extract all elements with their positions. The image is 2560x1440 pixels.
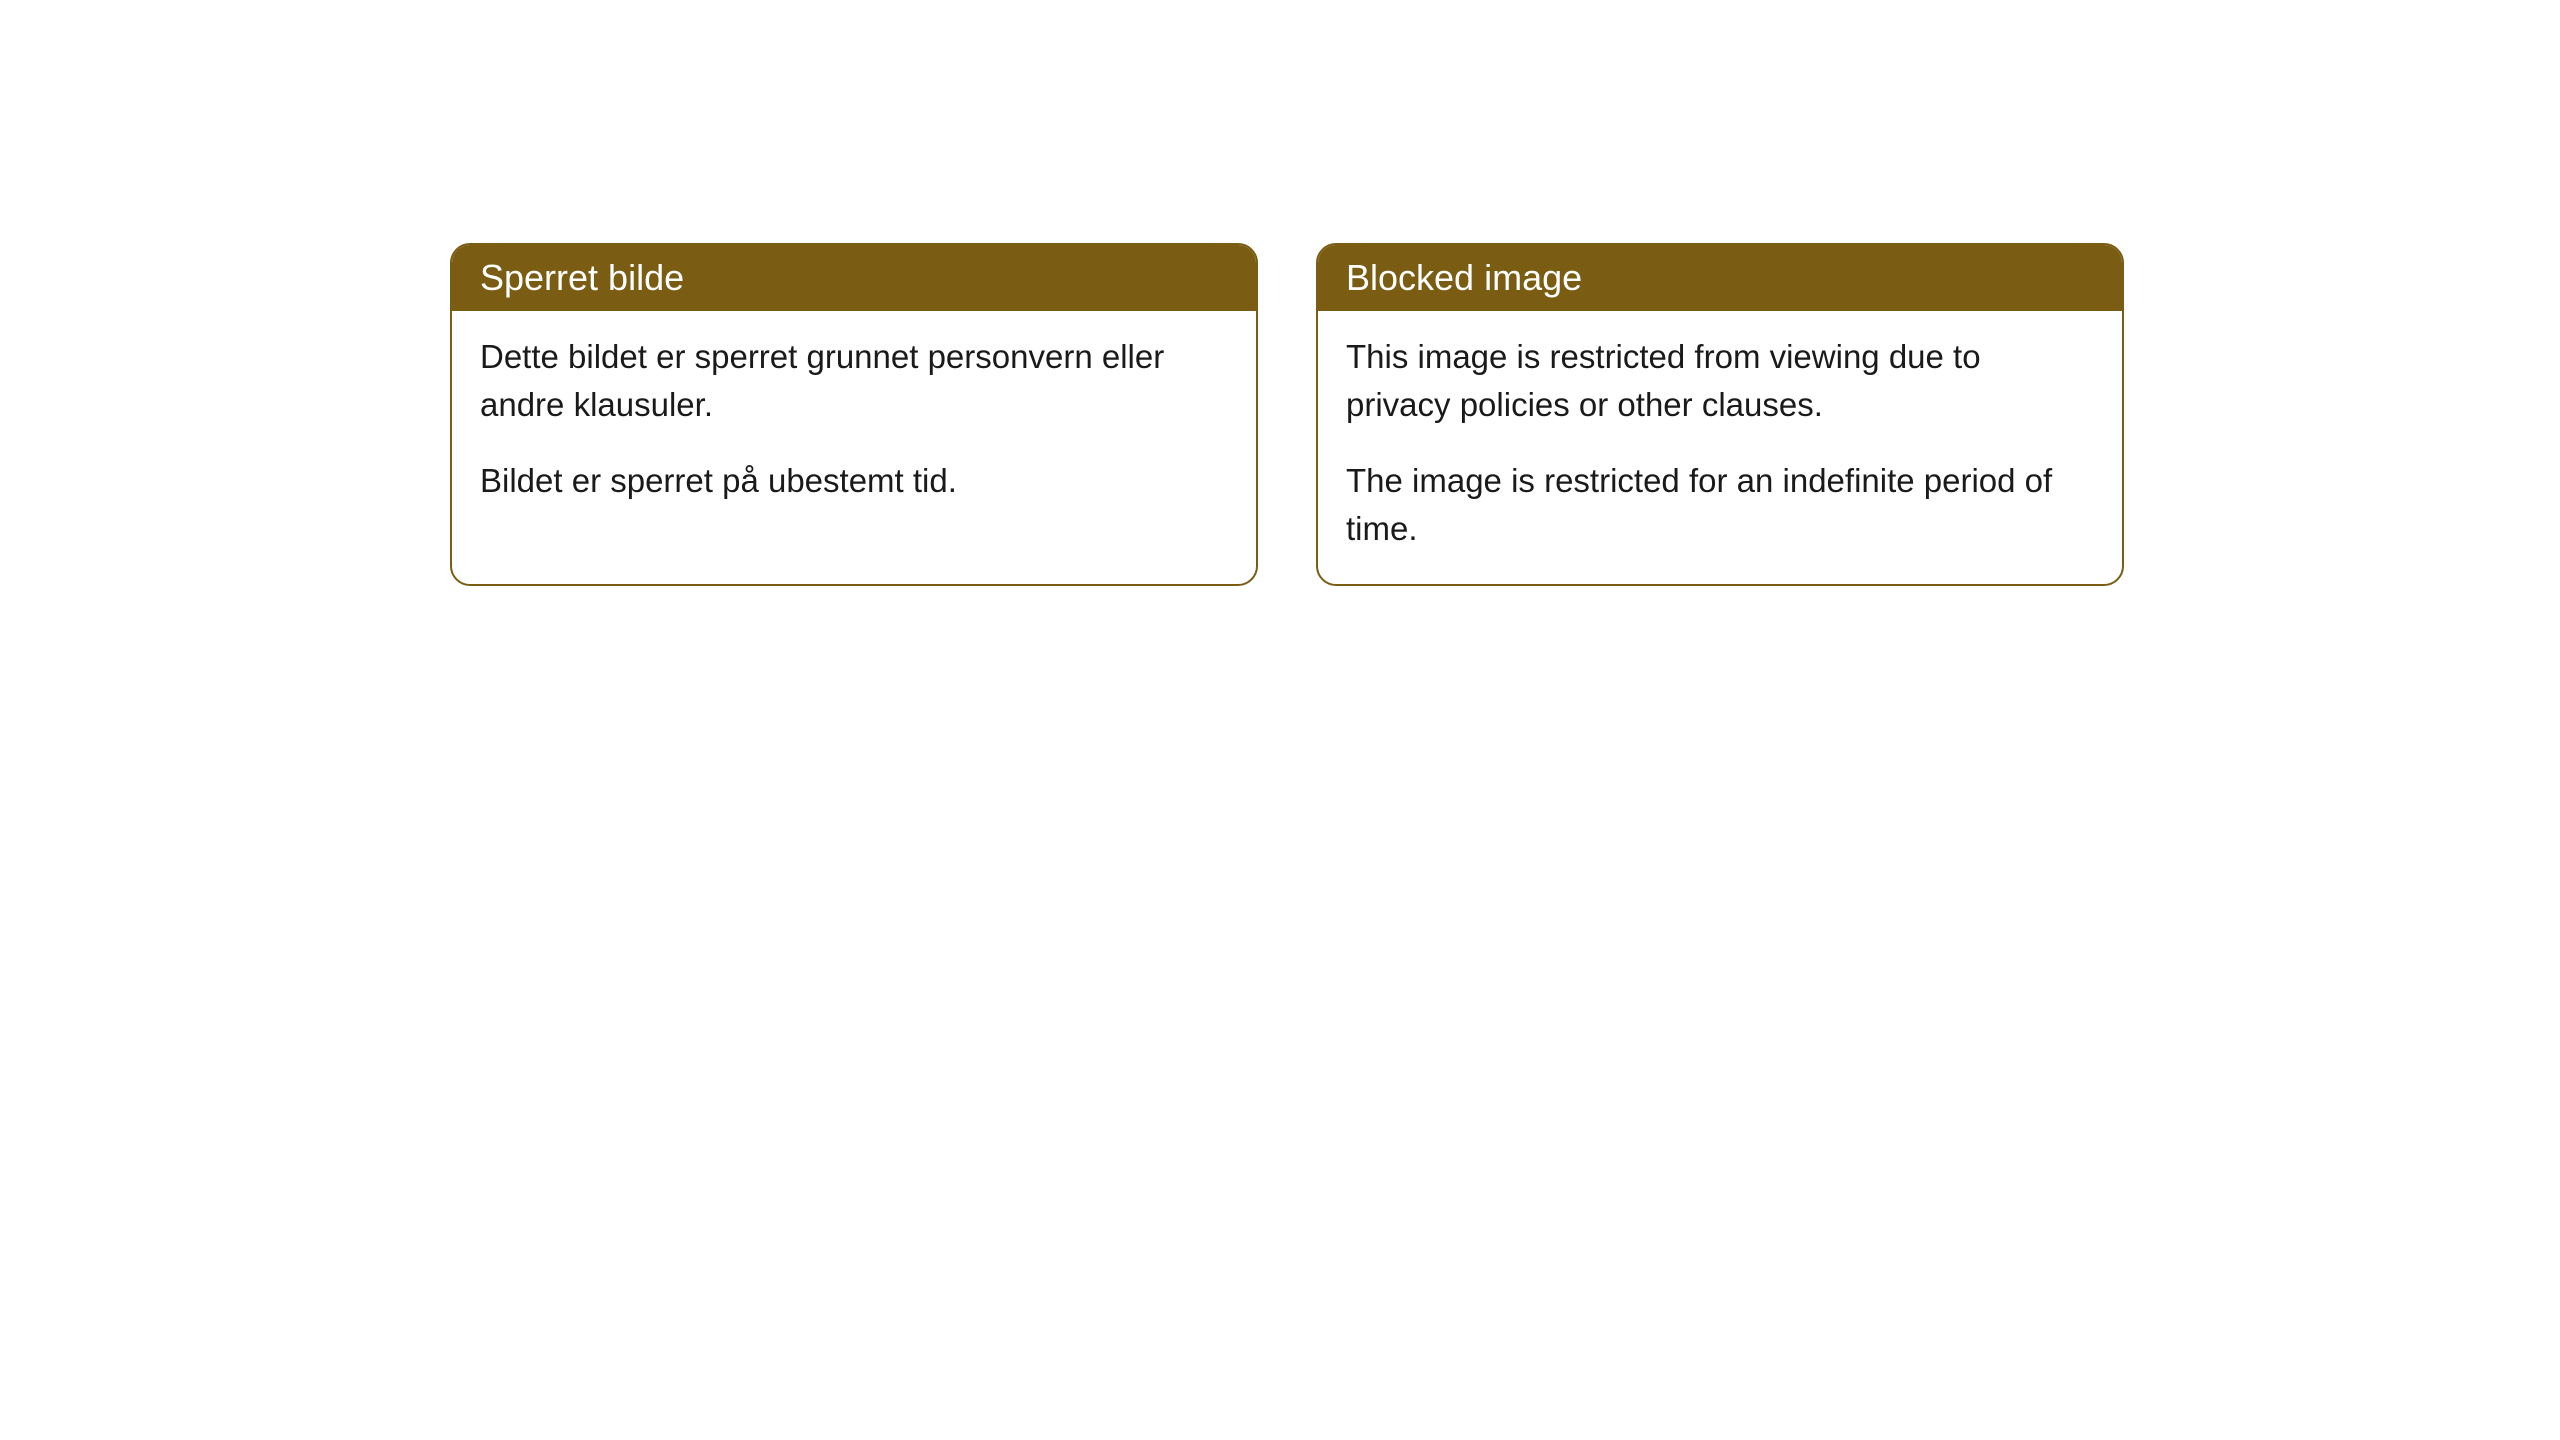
notice-header: Blocked image <box>1318 245 2122 311</box>
notice-title: Sperret bilde <box>480 257 684 298</box>
notice-title: Blocked image <box>1346 257 1582 298</box>
notice-card-english: Blocked image This image is restricted f… <box>1316 243 2124 586</box>
notice-header: Sperret bilde <box>452 245 1256 311</box>
notice-card-norwegian: Sperret bilde Dette bildet er sperret gr… <box>450 243 1258 586</box>
notice-paragraph: The image is restricted for an indefinit… <box>1346 457 2094 553</box>
notice-body: Dette bildet er sperret grunnet personve… <box>452 311 1256 537</box>
notice-paragraph: Bildet er sperret på ubestemt tid. <box>480 457 1228 505</box>
notice-paragraph: This image is restricted from viewing du… <box>1346 333 2094 429</box>
notice-body: This image is restricted from viewing du… <box>1318 311 2122 584</box>
notice-paragraph: Dette bildet er sperret grunnet personve… <box>480 333 1228 429</box>
notices-container: Sperret bilde Dette bildet er sperret gr… <box>450 243 2124 586</box>
